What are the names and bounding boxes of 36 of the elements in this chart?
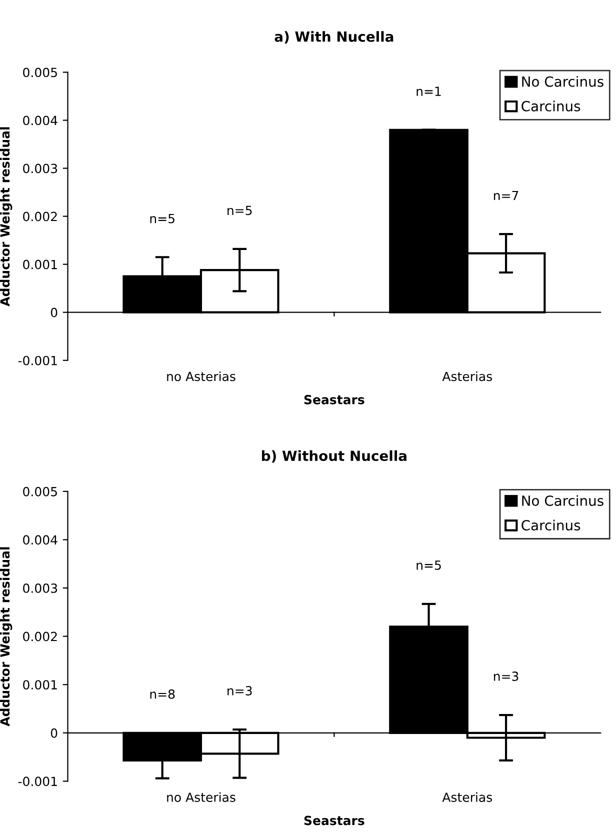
legend-label: No Carcinus [522, 495, 604, 506]
y-tick-label: -0.001 [18, 356, 57, 366]
annotation: n=3 [228, 686, 252, 696]
x-tick-label: Asterias [442, 371, 492, 382]
y-tick-label: 0.005 [23, 68, 57, 78]
chart-title: a) With Nucella [274, 31, 394, 44]
x-tick-label: Asterias [442, 792, 492, 802]
y-tick-label: 0.003 [23, 583, 58, 593]
annotation: n=3 [494, 672, 518, 681]
y-axis-title: Adductor Weight residual [0, 547, 12, 726]
y-tick-label: 0.001 [23, 680, 57, 690]
annotation: n=8 [150, 689, 175, 699]
legend-label: Carcinus [522, 100, 580, 112]
x-axis-title: Seastars [304, 394, 364, 404]
y-tick-label: 0.003 [23, 164, 58, 174]
annotation: n=7 [494, 190, 518, 200]
y-axis-title: Adductor Weight residual [0, 127, 12, 306]
y-tick-label: 0.002 [23, 212, 57, 222]
y-tick-label: -0.001 [18, 776, 57, 786]
y-tick-label: 0.002 [23, 632, 57, 642]
legend-label: Carcinus [522, 520, 580, 531]
y-tick-label: 0.004 [23, 535, 58, 545]
annotation: n=5 [416, 560, 441, 570]
x-axis-title: Seastars [304, 816, 364, 826]
annotation: n=5 [228, 206, 252, 216]
annotation: n=1 [416, 86, 441, 96]
annotation: n=5 [150, 214, 174, 224]
y-tick-label: 0.005 [23, 486, 57, 496]
x-tick-label: no Asterias [167, 792, 236, 802]
y-tick-label: 0 [50, 728, 58, 738]
x-tick-label: no Asterias [167, 371, 236, 382]
y-tick-label: 0.004 [23, 116, 58, 126]
chart-title: b) Without Nucella [262, 450, 406, 463]
legend-label: No Carcinus [522, 76, 604, 87]
y-tick-label: 0.001 [23, 260, 57, 270]
y-tick-label: 0 [50, 308, 58, 318]
